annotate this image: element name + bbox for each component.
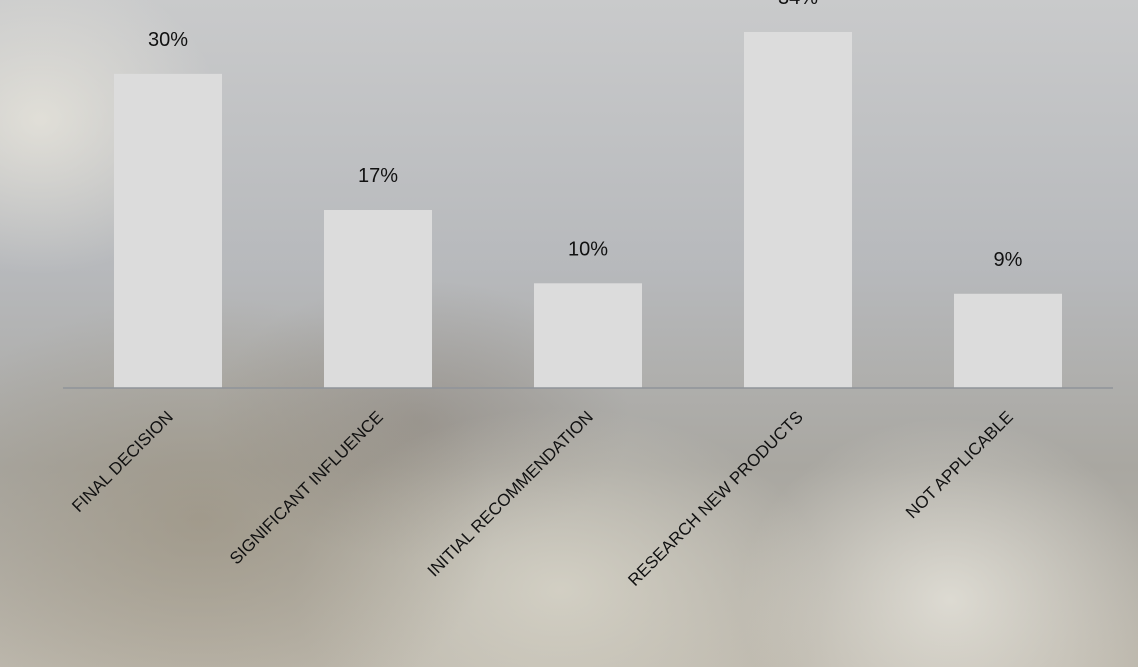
- category-label: RESEARCH NEW PRODUCTS: [624, 407, 806, 589]
- bar-value-label: 9%: [994, 249, 1023, 271]
- category-label: FINAL DECISION: [68, 407, 177, 516]
- bar-value-label: 10%: [568, 238, 608, 260]
- bar-value-label: 30%: [148, 29, 188, 51]
- bar: [744, 32, 852, 388]
- bar-value-label: 34%: [778, 0, 818, 9]
- bar: [534, 283, 642, 388]
- category-labels-group: FINAL DECISION SIGNIFICANT INFLUENCE INITI…: [68, 407, 1017, 589]
- bar: [324, 210, 432, 388]
- bar-value-label: 17%: [358, 165, 398, 187]
- bar: [954, 293, 1062, 388]
- bars-group: [114, 32, 1062, 388]
- bar: [114, 73, 222, 388]
- category-label: SIGNIFICANT INFLUENCE: [226, 407, 387, 568]
- category-label: NOT APPLICABLE: [902, 407, 1017, 522]
- category-label: INITIAL RECOMMENDATION: [424, 407, 597, 580]
- value-labels-group: 30% 17% 10% 34% 9%: [148, 0, 1023, 271]
